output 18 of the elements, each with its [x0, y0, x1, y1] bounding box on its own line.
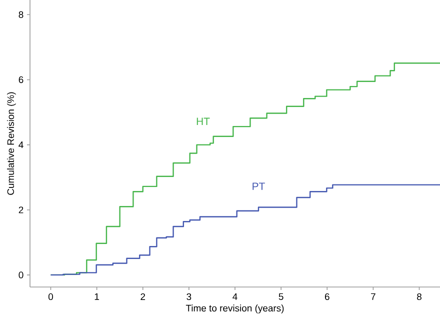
y-tick-label: 4: [18, 142, 24, 148]
y-tick-label: 0: [18, 272, 24, 278]
x-tick-label: 2: [140, 293, 146, 300]
x-tick-label: 7: [371, 293, 376, 300]
y-tick-label: 8: [18, 11, 24, 18]
x-tick-label: 1: [94, 293, 99, 300]
x-tick-label: 3: [186, 293, 192, 300]
x-tick-label: 8: [417, 293, 422, 300]
x-tick-label: 5: [278, 293, 284, 300]
x-tick-label: 6: [324, 293, 330, 300]
y-axis-title: Cumulative Revision (%): [7, 92, 16, 195]
y-tick-label: 6: [18, 76, 24, 84]
x-tick-label: 0: [48, 293, 53, 300]
y-tick-label: 2: [18, 206, 24, 214]
x-axis-title: Time to revision (years): [186, 304, 284, 314]
series-label: PT: [252, 182, 265, 190]
series-label: HT: [196, 118, 210, 125]
x-tick-label: 4: [232, 293, 238, 300]
